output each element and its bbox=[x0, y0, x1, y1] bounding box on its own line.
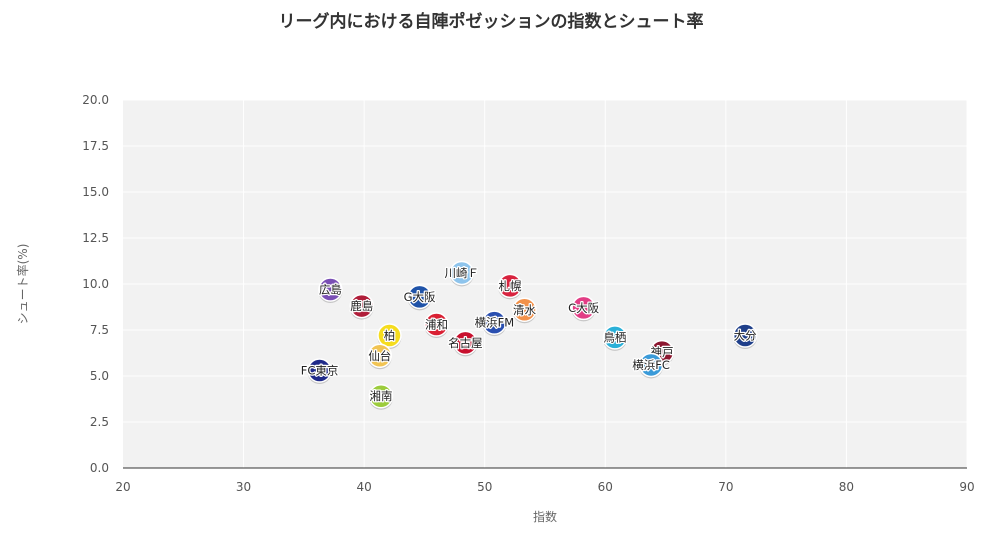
point-label: 清水 bbox=[513, 303, 536, 317]
data-point[interactable] bbox=[497, 273, 523, 299]
y-tick-label: 17.5 bbox=[82, 139, 109, 153]
y-tick-label: 0.0 bbox=[90, 461, 109, 475]
point-label: 広島 bbox=[319, 283, 342, 297]
y-axis-ticks: 0.0 2.5 5.0 7.5 10.0 12.5 15.0 17.5 20.0 bbox=[82, 93, 109, 475]
point-label: 柏 bbox=[384, 329, 396, 343]
point-label: 川崎Ｆ bbox=[445, 266, 480, 280]
point-label: FC東京 bbox=[301, 363, 339, 377]
y-tick-label: 2.5 bbox=[90, 415, 109, 429]
data-point[interactable] bbox=[602, 325, 628, 350]
point-label: 鳥栖 bbox=[603, 330, 626, 344]
x-tick-label: 20 bbox=[115, 480, 130, 494]
x-tick-label: 30 bbox=[236, 480, 251, 494]
chart-title: リーグ内における自陣ポゼッションの指数とシュート率 bbox=[279, 11, 704, 32]
grid-lines bbox=[123, 99, 968, 468]
point-label: 横浜FC bbox=[632, 358, 670, 372]
data-point[interactable] bbox=[449, 260, 475, 286]
y-tick-label: 10.0 bbox=[82, 277, 109, 291]
point-label: 湘南 bbox=[370, 389, 393, 403]
data-point[interactable] bbox=[407, 284, 432, 310]
x-tick-label: 40 bbox=[357, 480, 372, 494]
point-label: 鹿島 bbox=[350, 299, 373, 313]
data-point[interactable] bbox=[453, 330, 478, 356]
y-tick-label: 15.0 bbox=[82, 185, 109, 199]
x-axis-ticks: 20 30 40 50 60 70 80 90 bbox=[115, 480, 974, 494]
x-axis-label: 指数 bbox=[533, 509, 557, 524]
data-point[interactable] bbox=[512, 297, 537, 323]
data-point[interactable] bbox=[307, 358, 332, 383]
data-point[interactable] bbox=[318, 277, 343, 302]
point-label: G大阪 bbox=[404, 290, 436, 304]
point-label: 大分 bbox=[734, 329, 757, 343]
data-point[interactable] bbox=[732, 323, 758, 348]
y-tick-label: 12.5 bbox=[82, 231, 109, 245]
y-tick-label: 5.0 bbox=[90, 369, 109, 383]
x-tick-label: 60 bbox=[598, 480, 613, 494]
data-point[interactable] bbox=[424, 312, 449, 337]
x-tick-label: 50 bbox=[477, 480, 492, 494]
y-axis-label: シュート率(%) bbox=[15, 244, 30, 325]
data-point[interactable] bbox=[377, 323, 402, 348]
data-point[interactable] bbox=[367, 343, 393, 369]
y-tick-label: 20.0 bbox=[82, 93, 109, 107]
point-label: 仙台 bbox=[368, 349, 391, 363]
data-point[interactable] bbox=[482, 310, 507, 335]
x-tick-label: 80 bbox=[839, 480, 854, 494]
x-tick-label: 90 bbox=[959, 480, 974, 494]
point-label: 浦和 bbox=[425, 317, 448, 331]
data-point[interactable] bbox=[368, 383, 394, 409]
point-label: 名古屋 bbox=[448, 336, 483, 350]
point-label: C大阪 bbox=[568, 301, 600, 315]
data-point[interactable] bbox=[349, 293, 374, 319]
data-point[interactable] bbox=[638, 352, 664, 378]
x-tick-label: 70 bbox=[718, 480, 733, 494]
point-label: 札幌 bbox=[499, 279, 522, 293]
point-label: 横浜FM bbox=[475, 316, 515, 330]
y-tick-label: 7.5 bbox=[90, 323, 109, 337]
data-point[interactable] bbox=[571, 295, 596, 321]
